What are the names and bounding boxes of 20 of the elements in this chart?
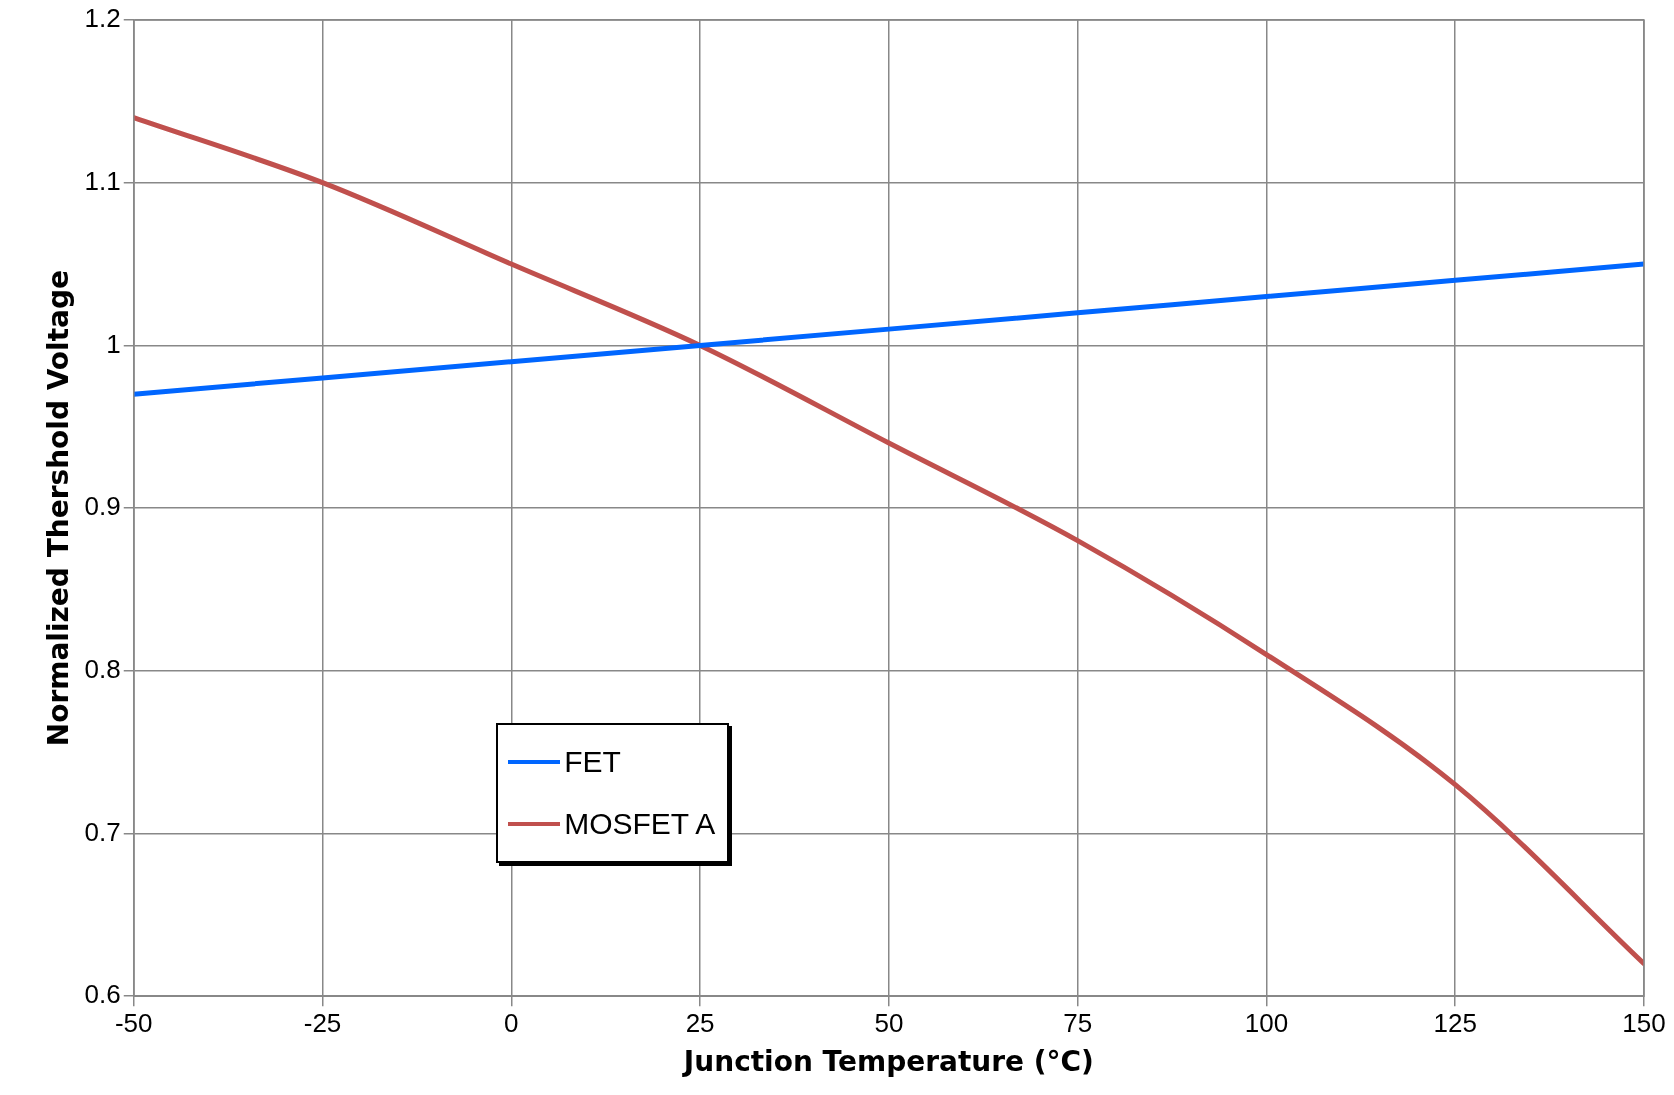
legend-label: MOSFET A [564,806,716,841]
y-tick-label: 0.8 [84,653,121,684]
y-axis-title: Normalized Thershold Voltage [42,270,76,747]
x-axis-title: Junction Temperature (°C) [681,1045,1094,1079]
y-tick-label: 1.1 [84,165,121,196]
x-tick-label: -25 [303,1007,342,1038]
y-tick-label: 0.9 [84,491,121,522]
legend-label: FET [564,744,621,779]
x-tick-label: 50 [874,1007,904,1038]
y-tick-label: 0.7 [84,816,121,847]
y-tick-label: 0.6 [84,979,121,1010]
x-tick-label: 25 [685,1007,715,1038]
x-tick-label: 125 [1433,1007,1477,1038]
x-tick-label: 75 [1063,1007,1093,1038]
x-tick-label: 0 [504,1007,519,1038]
x-tick-label: 150 [1622,1007,1666,1038]
y-tick-label: 1.2 [84,3,121,34]
x-tick-label: -50 [114,1007,153,1038]
y-tick-label: 1 [106,328,121,359]
x-tick-label: 100 [1244,1007,1289,1038]
